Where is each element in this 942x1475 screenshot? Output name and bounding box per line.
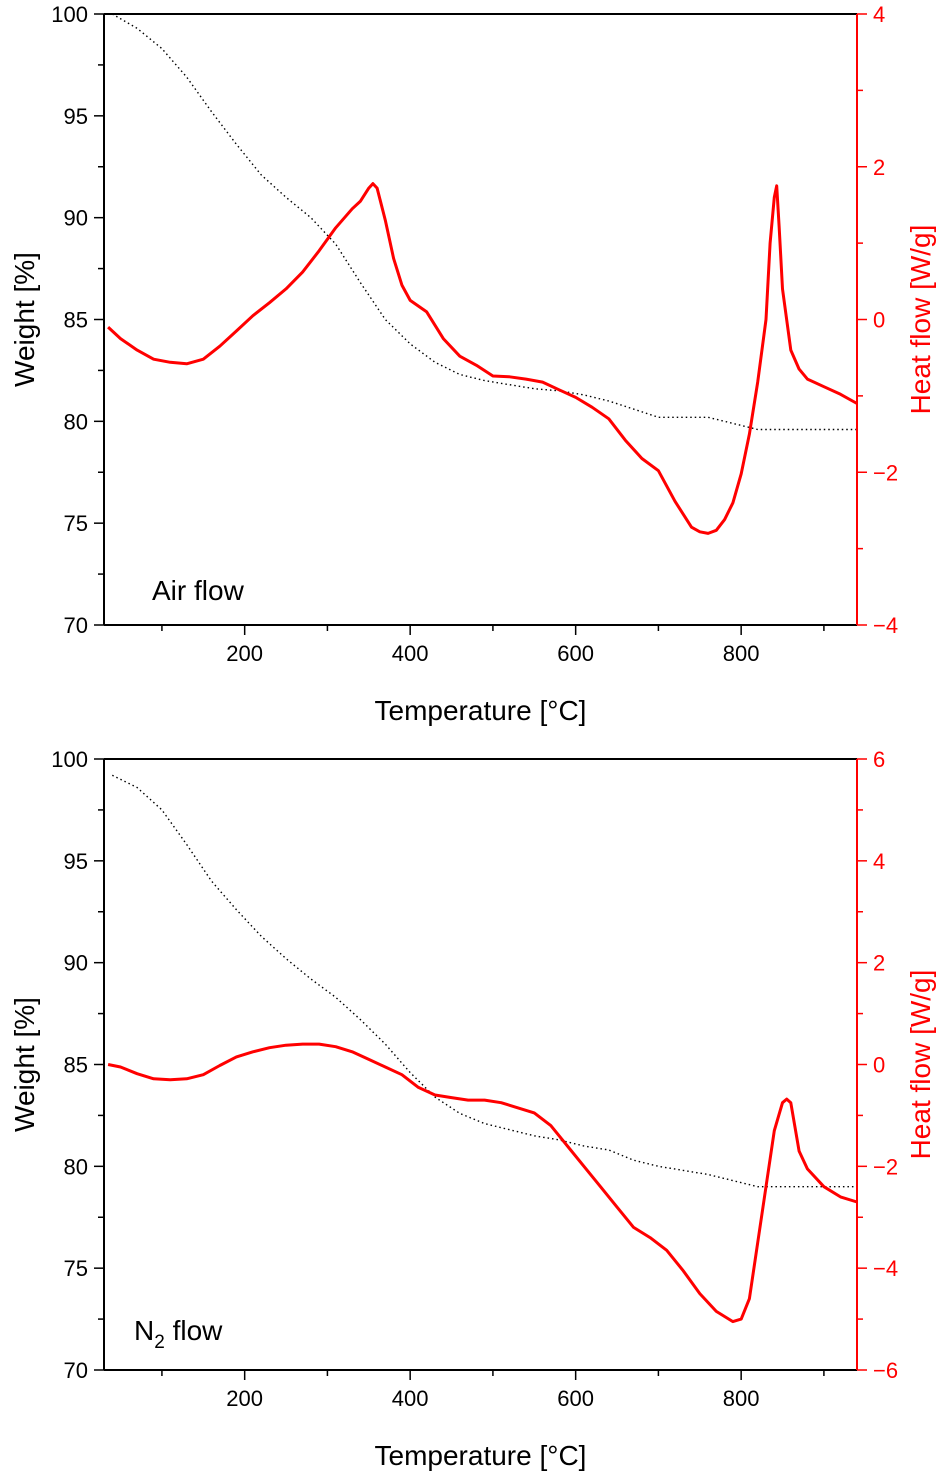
y-axis-title: Weight [%]: [9, 997, 40, 1132]
y2-tick-label: −2: [873, 460, 898, 485]
y2-tick-label: 4: [873, 849, 885, 874]
y2-tick-label: 6: [873, 747, 885, 772]
annotation-suffix: flow: [165, 1315, 223, 1346]
x-tick-label: 800: [723, 1386, 760, 1411]
x-tick-label: 600: [557, 641, 594, 666]
y-tick-label: 75: [64, 1256, 88, 1281]
panel-annotation: Air flow: [152, 575, 245, 606]
y-tick-label: 85: [64, 308, 88, 333]
y-tick-label: 90: [64, 206, 88, 231]
y-tick-label: 70: [64, 613, 88, 638]
x-axis-title: Temperature [°C]: [375, 1440, 587, 1471]
y-tick-label: 80: [64, 409, 88, 434]
y2-tick-label: 2: [873, 155, 885, 180]
x-tick-label: 200: [226, 641, 263, 666]
x-tick-label: 400: [392, 641, 429, 666]
annotation-subscript: 2: [154, 1332, 165, 1353]
y-tick-label: 100: [51, 747, 88, 772]
y2-tick-label: 0: [873, 1053, 885, 1078]
weight-curve: [111, 13, 857, 431]
y-tick-label: 95: [64, 849, 88, 874]
y2-tick-label: −2: [873, 1154, 898, 1179]
y-tick-label: 75: [64, 511, 88, 536]
y-tick-label: 80: [64, 1154, 88, 1179]
weight-curve: [111, 774, 857, 1188]
y2-tick-label: −4: [873, 1256, 898, 1281]
y-tick-label: 85: [64, 1053, 88, 1078]
y2-tick-label: 0: [873, 308, 885, 333]
y2-tick-label: 4: [873, 2, 885, 27]
y-axis-title: Weight [%]: [9, 252, 40, 387]
heat-flow-curve: [107, 1042, 858, 1324]
y-tick-label: 100: [51, 2, 88, 27]
y-tick-label: 95: [64, 104, 88, 129]
y-tick-label: 90: [64, 951, 88, 976]
y2-tick-label: −4: [873, 613, 898, 638]
x-axis-title: Temperature [°C]: [375, 695, 587, 726]
y2-axis-title: Heat flow [W/g]: [905, 970, 936, 1160]
y2-axis-title: Heat flow [W/g]: [905, 225, 936, 415]
annotation-main: N: [134, 1315, 154, 1346]
x-tick-label: 200: [226, 1386, 263, 1411]
panel-annotation: N2 flow: [134, 1315, 223, 1353]
chart-panel-air-flow: 200 400 600 800 70 75 80 85 90 95 100 −4 −2 0 2 4 Temper…: [9, 2, 936, 726]
heat-flow-curve: [107, 182, 858, 535]
chart-panel-n2-flow: 200 400 600 800 70 75 80 85 90 95 100 −6 −4 −2 0 2 4 6 Tem…: [9, 747, 936, 1471]
x-tick-label: 400: [392, 1386, 429, 1411]
y2-tick-label: 2: [873, 951, 885, 976]
x-tick-label: 800: [723, 641, 760, 666]
x-tick-label: 600: [557, 1386, 594, 1411]
y-tick-label: 70: [64, 1358, 88, 1383]
y2-tick-label: −6: [873, 1358, 898, 1383]
